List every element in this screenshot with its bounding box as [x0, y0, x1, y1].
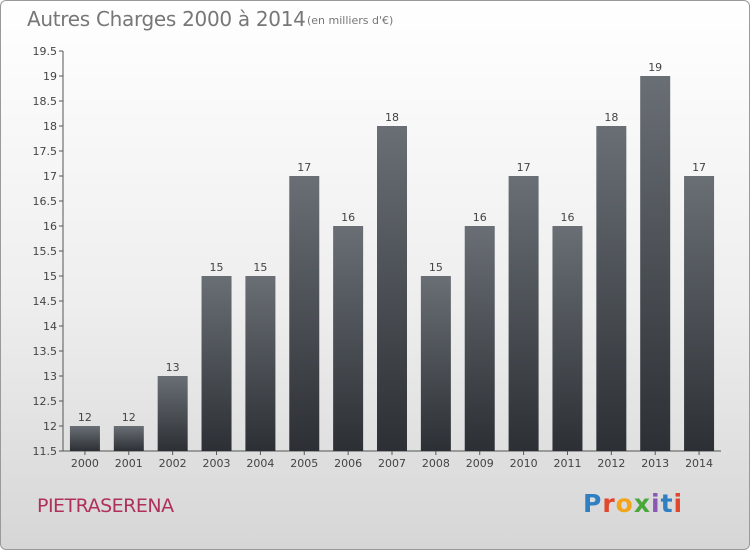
x-axis: 2000 2001 2002 2003 2004 2005 2006 2007 2008 2009… — [63, 450, 721, 470]
logo-letter: x — [633, 489, 651, 518]
data-label-2008: 15 — [429, 261, 443, 274]
data-label-2002: 13 — [166, 361, 180, 374]
y-tick-label: 15.5 — [33, 245, 58, 258]
bar-2005 — [289, 176, 320, 451]
x-tick-label-2000: 2000 — [71, 457, 99, 470]
bar-2007 — [377, 126, 407, 451]
data-label-2007: 18 — [385, 111, 399, 124]
x-tick-label-2012: 2012 — [597, 457, 625, 470]
y-tick-label: 14 — [43, 320, 57, 333]
chart-unit-note: (en milliers d'€) — [307, 14, 394, 27]
bar-2014 — [684, 176, 715, 451]
x-tick-label-2003: 2003 — [203, 457, 231, 470]
x-tick-label-2013: 2013 — [641, 457, 669, 470]
data-label-2004: 15 — [253, 261, 267, 274]
chart-title: Autres Charges 2000 à 2014 — [27, 7, 306, 31]
logo-letter: i — [673, 489, 684, 518]
y-tick-label: 15 — [43, 270, 57, 283]
data-label-2012: 18 — [604, 111, 618, 124]
logo-letter: i — [651, 489, 661, 518]
x-tick-label-2004: 2004 — [246, 457, 274, 470]
bar-2009 — [464, 226, 495, 451]
bar-2012 — [596, 126, 627, 451]
logo-letter: t — [660, 489, 674, 518]
y-tick-label: 11.5 — [33, 445, 58, 458]
logo-letter: o — [615, 489, 634, 518]
y-axis: 11.5 12 12.5 13 13.5 14 14.5 15 15.5 16 16.5 17 17.5… — [33, 45, 64, 458]
x-tick-label-2007: 2007 — [378, 457, 406, 470]
y-tick-label: 12.5 — [33, 395, 58, 408]
data-label-2014: 17 — [692, 161, 706, 174]
y-tick-label: 16.5 — [33, 195, 58, 208]
y-tick-label: 16 — [43, 220, 57, 233]
bar-2010 — [508, 176, 539, 451]
bar-2013 — [640, 76, 671, 451]
bar-series: 12 12 13 15 15 17 16 18 15 16 17 16 18 19 17 — [69, 61, 715, 451]
x-tick-label-2001: 2001 — [115, 457, 143, 470]
y-tick-label: 12 — [43, 420, 57, 433]
y-tick-label: 13 — [43, 370, 57, 383]
x-tick-label-2006: 2006 — [334, 457, 362, 470]
y-tick-label: 13.5 — [33, 345, 58, 358]
y-tick-label: 17.5 — [33, 145, 58, 158]
data-label-2003: 15 — [210, 261, 224, 274]
commune-name: PIETRASERENA — [37, 495, 174, 517]
x-tick-label-2005: 2005 — [290, 457, 318, 470]
y-tick-label: 19 — [43, 70, 57, 83]
bar-2006 — [333, 226, 364, 451]
y-tick-label: 17 — [43, 170, 57, 183]
bar-2000 — [69, 426, 100, 451]
y-tick-label: 14.5 — [33, 295, 58, 308]
bar-2004 — [245, 276, 276, 451]
bar-2002 — [157, 376, 188, 451]
x-tick-label-2008: 2008 — [422, 457, 450, 470]
x-tick-label-2014: 2014 — [685, 457, 713, 470]
data-label-2001: 12 — [122, 411, 136, 424]
y-tick-label: 18.5 — [33, 95, 58, 108]
x-tick-label-2011: 2011 — [553, 457, 581, 470]
data-label-2011: 16 — [560, 211, 574, 224]
bar-2011 — [552, 226, 583, 451]
logo-letter: r — [602, 489, 616, 518]
data-label-2006: 16 — [341, 211, 355, 224]
data-label-2010: 17 — [517, 161, 531, 174]
data-label-2013: 19 — [648, 61, 662, 74]
bar-2008 — [420, 276, 451, 451]
proxiti-logo: Proxiti — [583, 489, 683, 518]
data-label-2005: 17 — [297, 161, 311, 174]
data-label-2009: 16 — [473, 211, 487, 224]
x-tick-label-2010: 2010 — [510, 457, 538, 470]
data-label-2000: 12 — [78, 411, 92, 424]
x-tick-label-2009: 2009 — [466, 457, 494, 470]
x-tick-label-2002: 2002 — [159, 457, 187, 470]
logo-letter: P — [583, 489, 603, 518]
y-tick-label: 18 — [43, 120, 57, 133]
bar-2001 — [113, 426, 144, 451]
bar-2003 — [201, 276, 232, 451]
y-tick-label: 19.5 — [33, 45, 58, 58]
